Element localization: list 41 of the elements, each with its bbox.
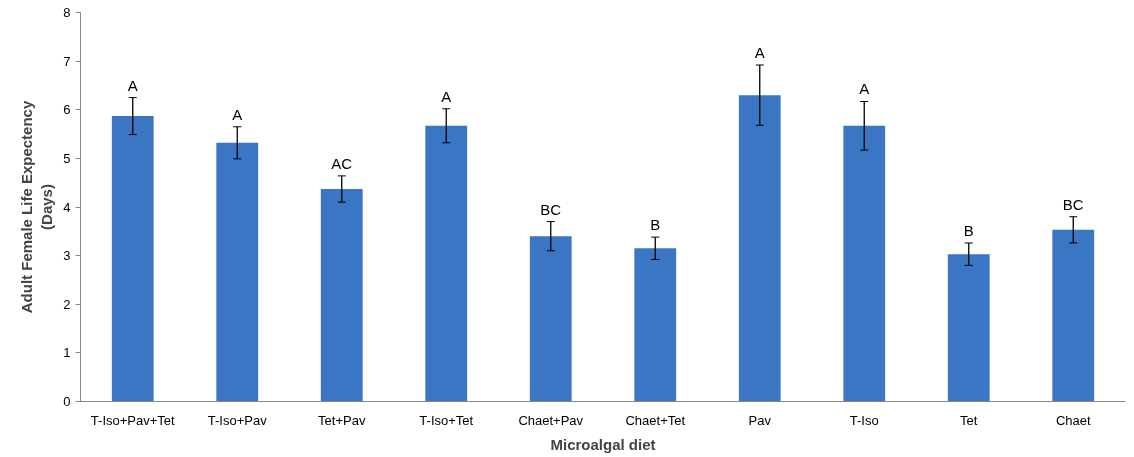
x-axis-title: Microalgal diet <box>550 435 656 453</box>
y-tick-label: 1 <box>63 345 71 361</box>
bar <box>843 125 886 402</box>
annotation: BC <box>540 200 562 218</box>
bar <box>634 248 677 402</box>
bar <box>111 116 154 402</box>
annotation: B <box>650 216 661 234</box>
x-tick-label: T-Iso+Pav+Tet <box>90 412 176 428</box>
y-tick-label: 3 <box>63 248 71 264</box>
bar <box>947 254 990 402</box>
x-tick-label: Tet <box>960 412 978 428</box>
annotation: A <box>754 44 765 62</box>
bar <box>738 95 781 402</box>
y-tick-label: 2 <box>63 296 71 312</box>
y-tick-label: 8 <box>63 5 71 20</box>
annotation: A <box>441 87 452 105</box>
annotation: A <box>127 76 138 94</box>
x-tick-label: T-Iso <box>849 412 879 428</box>
x-tick-label: Tet+Pav <box>318 412 366 428</box>
y-tick-label: 6 <box>63 102 71 118</box>
y-tick-label: 7 <box>63 53 71 69</box>
x-tick-label: Chaet+Tet <box>625 412 686 428</box>
bar <box>1052 229 1095 402</box>
x-tick-label: T-Iso+Pav <box>207 412 268 428</box>
y-tick-label: 5 <box>63 150 71 166</box>
bar <box>320 189 363 402</box>
x-tick-label: Pav <box>748 412 772 428</box>
y-tick-label: 0 <box>63 394 71 409</box>
annotation: AC <box>331 154 353 172</box>
bar <box>529 236 572 402</box>
bar <box>425 125 468 402</box>
y-axis-title: Adult Female Life Expectency (Days) <box>17 100 56 314</box>
y-tick-label: 4 <box>63 199 71 215</box>
annotation: A <box>859 80 870 98</box>
bar <box>216 142 259 402</box>
annotation: B <box>963 221 974 239</box>
x-tick-label: Chaet+Pav <box>518 412 584 428</box>
x-tick-label: Chaet <box>1055 412 1091 428</box>
annotation: A <box>232 105 243 123</box>
annotation: BC <box>1062 195 1084 213</box>
x-tick-label: T-Iso+Tet <box>419 412 474 428</box>
